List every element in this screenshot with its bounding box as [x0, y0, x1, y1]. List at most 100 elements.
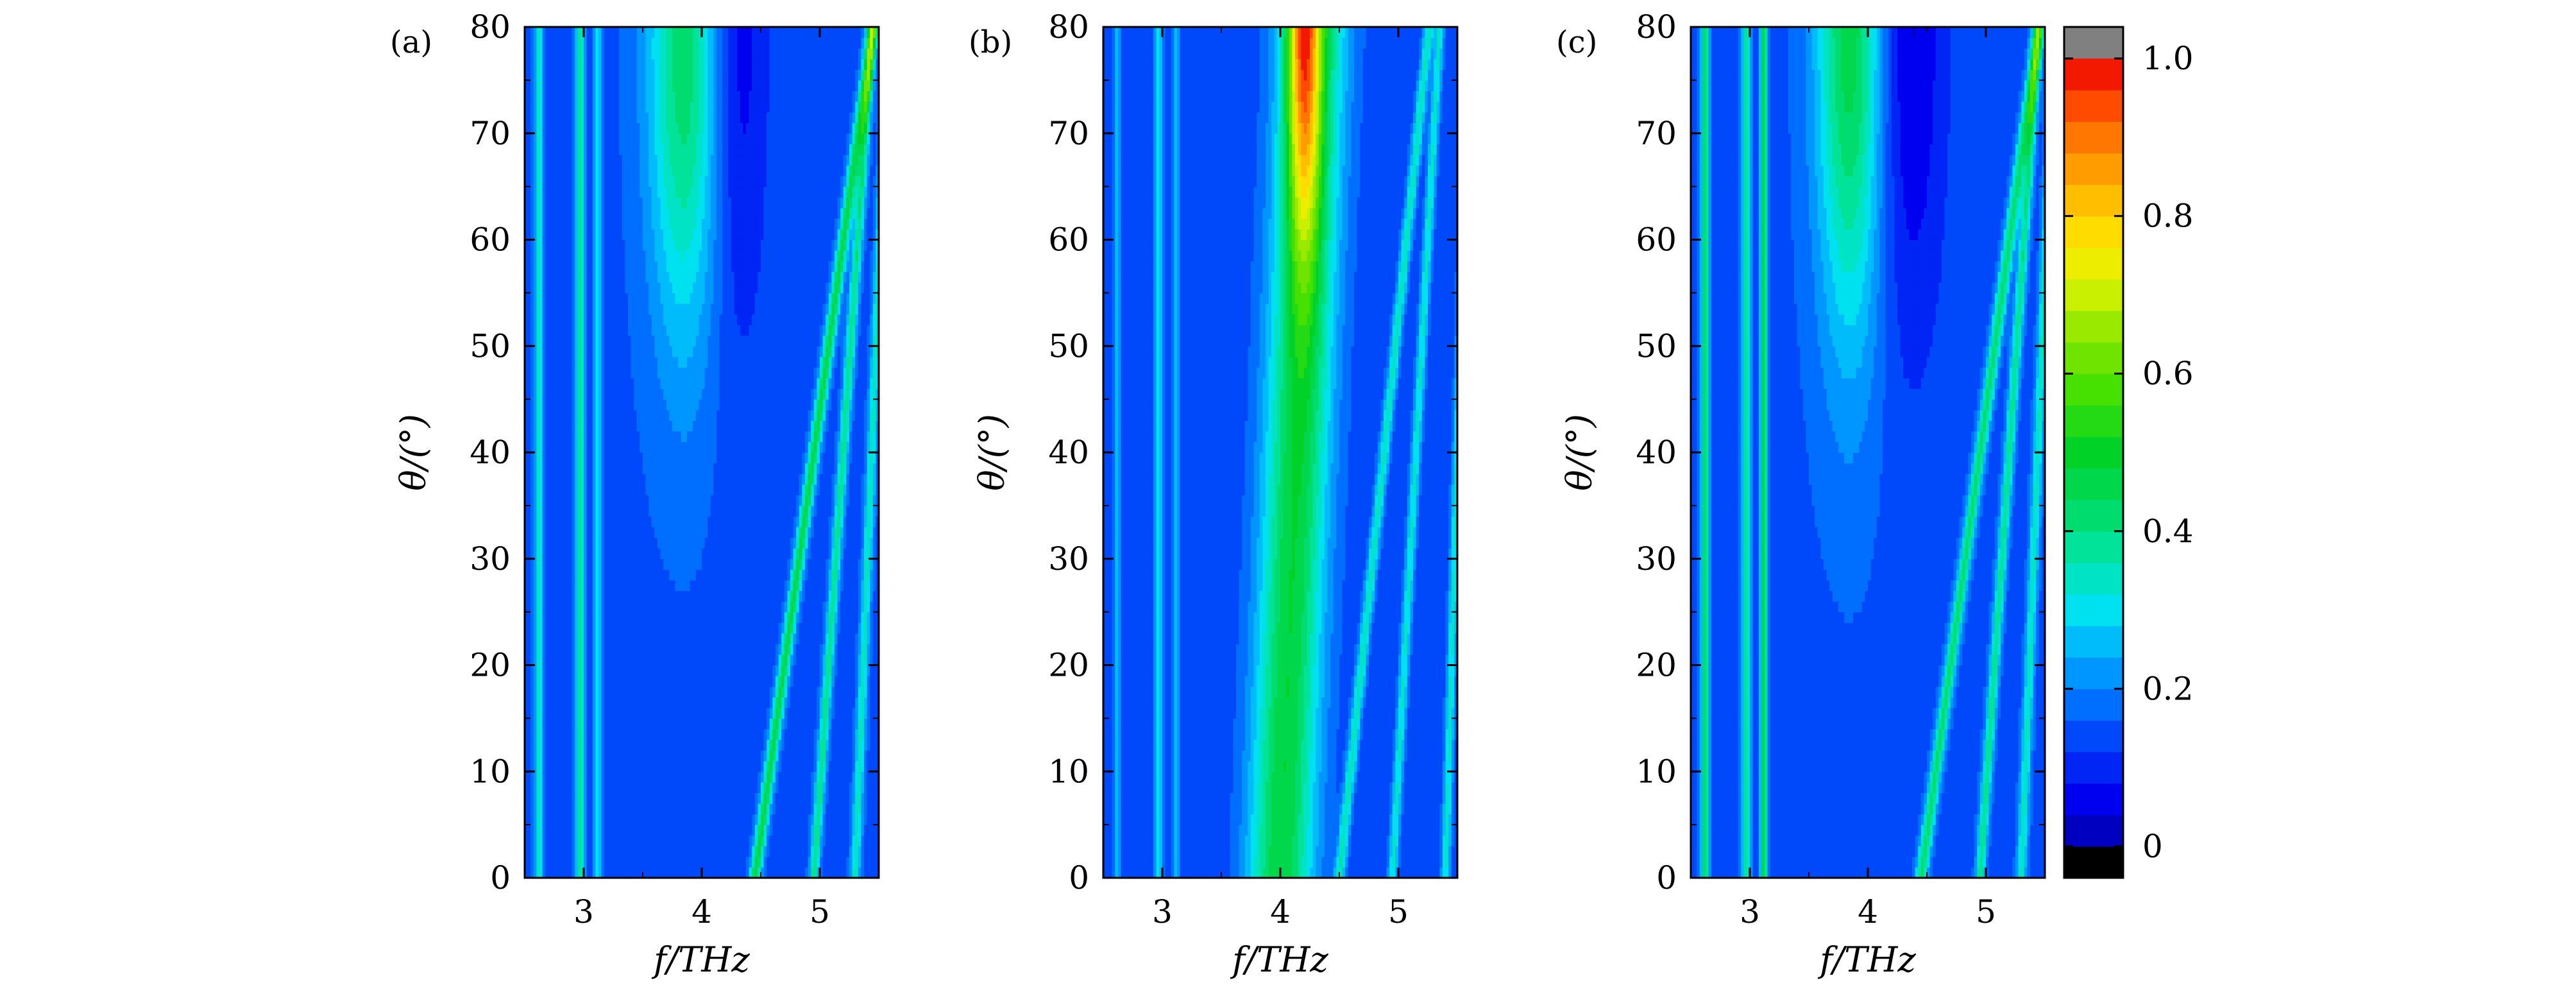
heatmap-cell-a: [840, 846, 843, 857]
heatmap-cell-a: [557, 857, 561, 868]
heatmap-cell-a: [610, 867, 613, 878]
heatmap-cell-a: [731, 803, 734, 814]
heatmap-cell-a: [743, 867, 746, 878]
heatmap-cell-a: [864, 857, 867, 868]
heatmap-cell-a: [858, 846, 861, 857]
heatmap-cell-a: [681, 771, 684, 782]
heatmap-cell-a: [652, 803, 655, 814]
heatmap-cell-a: [858, 825, 861, 835]
heatmap-cell-a: [672, 846, 675, 857]
heatmap-cell-a: [595, 835, 598, 846]
heatmap-cell-a: [784, 814, 788, 825]
heatmap-cell-a: [619, 814, 622, 825]
heatmap-cell-a: [767, 825, 770, 835]
heatmap-cell-a: [849, 782, 852, 793]
heatmap-cell-a: [534, 846, 537, 857]
heatmap-cell-a: [823, 803, 826, 814]
heatmap-cell-a: [607, 825, 611, 835]
heatmap-cell-a: [543, 761, 546, 772]
heatmap-cell-a: [852, 814, 856, 825]
heatmap-cell-a: [855, 803, 858, 814]
heatmap-cell-a: [536, 761, 539, 772]
heatmap-cell-a: [826, 771, 829, 782]
heatmap-cell-a: [640, 846, 643, 857]
heatmap-cell-a: [681, 814, 684, 825]
heatmap-cell-a: [675, 782, 679, 793]
heatmap-cell-a: [628, 867, 631, 878]
heatmap-cell-a: [852, 857, 856, 868]
heatmap-cell-a: [784, 782, 788, 793]
heatmap-cell-a: [595, 857, 598, 868]
heatmap-cell-a: [781, 867, 784, 878]
heatmap-cell-a: [873, 846, 876, 857]
heatmap-cell-a: [528, 782, 531, 793]
heatmap-cell-a: [551, 792, 554, 803]
heatmap-cell-a: [737, 857, 740, 868]
heatmap-cell-a: [870, 792, 873, 803]
heatmap-cell-a: [764, 771, 767, 782]
heatmap-cell-a: [643, 761, 646, 772]
heatmap-cell-a: [687, 814, 690, 825]
heatmap-cell-a: [607, 803, 611, 814]
heatmap-cell-a: [634, 782, 637, 793]
heatmap-cell-a: [867, 771, 870, 782]
heatmap-cell-a: [534, 857, 537, 868]
heatmap-cell-a: [731, 771, 734, 782]
heatmap-cell-a: [661, 814, 664, 825]
heatmap-cell-a: [796, 782, 799, 793]
heatmap-cell-a: [838, 857, 841, 868]
heatmap-cell-a: [536, 792, 539, 803]
heatmap-cell-a: [711, 867, 714, 878]
heatmap-cell-a: [852, 846, 856, 857]
heatmap-cell-a: [817, 771, 820, 782]
heatmap-cell-a: [870, 835, 873, 846]
heatmap-cell-a: [722, 771, 725, 782]
heatmap-cell-a: [687, 782, 690, 793]
heatmap-cell-a: [711, 835, 714, 846]
heatmap-cell-a: [734, 814, 738, 825]
heatmap-cell-a: [755, 771, 758, 782]
heatmap-cell-a: [755, 857, 758, 868]
heatmap-cell-a: [675, 814, 679, 825]
heatmap-cell-a: [696, 867, 699, 878]
heatmap-cell-a: [595, 782, 598, 793]
heatmap-cell-a: [775, 825, 779, 835]
heatmap-cell-a: [734, 825, 738, 835]
heatmap-cell-a: [634, 857, 637, 868]
heatmap-cell-a: [814, 857, 817, 868]
heatmap-cell-a: [690, 814, 693, 825]
heatmap-cell-a: [572, 803, 575, 814]
heatmap-cell-a: [654, 782, 657, 793]
heatmap-cell-a: [637, 867, 640, 878]
heatmap-cell-a: [560, 761, 563, 772]
heatmap-cell-a: [604, 857, 607, 868]
heatmap-cell-a: [722, 761, 725, 772]
heatmap-cell-a: [867, 814, 870, 825]
heatmap-cell-a: [643, 771, 646, 782]
heatmap-cell-a: [799, 846, 802, 857]
heatmap-cell-a: [772, 792, 775, 803]
heatmap-cell-a: [528, 761, 531, 772]
heatmap-cell-a: [802, 825, 805, 835]
heatmap-cell-a: [690, 803, 693, 814]
heatmap-cell-a: [755, 792, 758, 803]
heatmap-cell-a: [684, 803, 687, 814]
heatmap-cell-a: [799, 835, 802, 846]
heatmap-cell-a: [560, 782, 563, 793]
heatmap-cell-a: [713, 846, 716, 857]
heatmap-cell-a: [684, 857, 687, 868]
heatmap-cell-a: [752, 814, 755, 825]
heatmap-cell-a: [563, 814, 566, 825]
heatmap-cell-a: [530, 782, 534, 793]
heatmap-cell-a: [802, 846, 805, 857]
heatmap-cell-a: [539, 814, 543, 825]
heatmap-cell-a: [831, 825, 835, 835]
heatmap-cell-a: [675, 825, 679, 835]
heatmap-cell-a: [814, 846, 817, 857]
heatmap-cell-a: [737, 846, 740, 857]
heatmap-cell-a: [740, 792, 743, 803]
heatmap-cell-a: [790, 814, 793, 825]
heatmap-cell-a: [548, 792, 552, 803]
heatmap-cell-a: [702, 814, 705, 825]
heatmap-cell-a: [781, 814, 784, 825]
